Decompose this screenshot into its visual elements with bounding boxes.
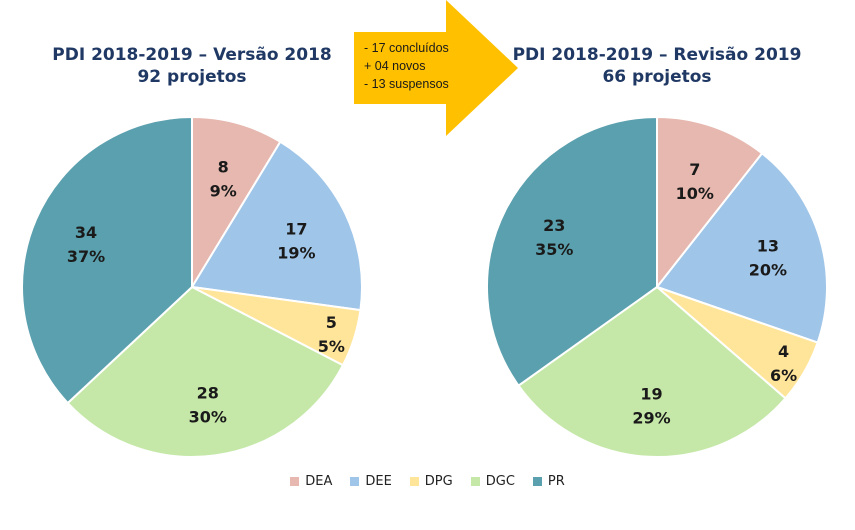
right-chart-subtitle: 66 projetos: [602, 67, 712, 87]
data-label-percent: 5%: [318, 337, 345, 356]
legend-swatch: [290, 477, 300, 486]
legend-item-pr: PR: [532, 474, 565, 489]
data-label-value: 4: [778, 342, 789, 361]
data-label-value: 8: [218, 158, 229, 177]
left-chart-subtitle: 92 projetos: [137, 67, 247, 87]
data-label-percent: 6%: [770, 366, 797, 385]
pie-slice-pr: [486, 115, 658, 388]
pie-slice-dea: [656, 115, 764, 290]
arrow-shape: [354, 0, 518, 136]
legend-item-dee: DEE: [350, 474, 392, 489]
data-label-value: 28: [197, 384, 219, 403]
pie-slice-dea: [191, 115, 282, 291]
arrow-line-completed: - 17 concluídos: [364, 41, 449, 55]
legend-swatch: [470, 477, 480, 486]
data-label-percent: 29%: [632, 408, 670, 427]
data-label-value: 23: [543, 216, 565, 235]
pie-slice-dgc: [66, 285, 345, 458]
data-label-percent: 19%: [277, 243, 315, 262]
data-label-value: 5: [326, 313, 337, 332]
legend-label: DPG: [424, 474, 453, 489]
pie-slice-dee: [655, 151, 828, 344]
data-label-percent: 10%: [676, 184, 714, 203]
data-label-percent: 20%: [749, 260, 787, 279]
change-arrow: - 17 concluídos + 04 novos - 13 suspenso…: [354, 0, 518, 136]
left-chart-title: PDI 2018-2019 – Versão 2018 92 projetos: [37, 44, 347, 88]
legend-item-dpg: DPG: [409, 474, 453, 489]
legend-item-dgc: DGC: [470, 474, 515, 489]
data-label-percent: 37%: [67, 247, 105, 266]
legend-swatch: [532, 477, 542, 486]
legend: DEA DEE DPG DGC PR: [0, 474, 855, 489]
legend-swatch: [350, 477, 360, 486]
data-label-percent: 9%: [210, 182, 237, 201]
legend-label: DEA: [305, 474, 333, 489]
data-label-value: 34: [75, 223, 97, 242]
arrow-line-new: + 04 novos: [364, 59, 426, 73]
pie-slice-dee: [190, 140, 363, 312]
legend-swatch: [409, 477, 419, 486]
data-label-value: 17: [285, 219, 307, 238]
data-label-value: 19: [640, 384, 662, 403]
legend-label: PR: [547, 474, 565, 489]
right-chart-title: PDI 2018-2019 – Revisão 2019 66 projetos: [502, 44, 812, 88]
arrow-text: - 17 concluídos + 04 novos - 13 suspenso…: [364, 39, 464, 93]
data-label-value: 7: [689, 160, 700, 179]
legend-label: DGC: [485, 474, 515, 489]
left-chart-title-text: PDI 2018-2019 – Versão 2018: [52, 45, 332, 65]
data-label-value: 13: [757, 236, 779, 255]
right-chart-title-text: PDI 2018-2019 – Revisão 2019: [512, 45, 802, 65]
pie-slice-dgc: [517, 285, 787, 458]
arrow-line-suspended: - 13 suspensos: [364, 77, 449, 91]
legend-label: DEE: [365, 474, 392, 489]
data-label-percent: 30%: [189, 408, 227, 427]
legend-item-dea: DEA: [290, 474, 332, 489]
pie-slice-pr: [21, 115, 193, 405]
data-label-percent: 35%: [535, 240, 573, 259]
